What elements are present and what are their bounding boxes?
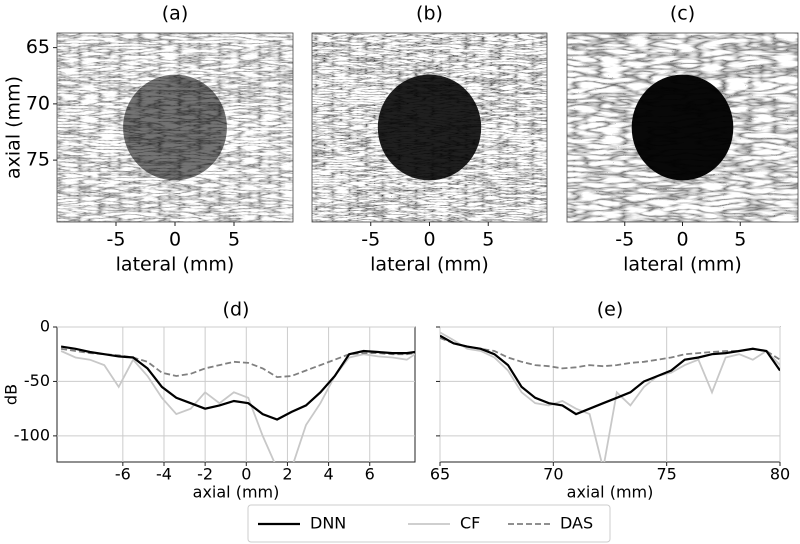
y-tick-label: 70 — [26, 92, 50, 114]
legend: DNN CF DAS — [247, 504, 611, 543]
x-tick-label: -5 — [615, 229, 634, 251]
legend-label: DNN — [310, 514, 346, 533]
ultrasound-image — [57, 33, 293, 222]
y-tick-label: -50 — [24, 371, 50, 390]
x-axis-label: lateral (mm) — [623, 254, 742, 276]
cyst — [631, 74, 734, 181]
x-tick-label: 5 — [228, 229, 240, 251]
lines — [440, 331, 780, 462]
panel: (c) -5 0 5 lateral (mm) — [566, 3, 799, 276]
x-tick-label: -5 — [361, 229, 380, 251]
x-tick-label: 0 — [241, 465, 251, 484]
x-tick-label: 80 — [770, 465, 790, 484]
y-tick-label: 65 — [26, 36, 50, 58]
panel-title: (e) — [597, 299, 624, 321]
x-tick-label: 5 — [734, 229, 746, 251]
data-line — [440, 331, 780, 462]
x-axis-label: lateral (mm) — [116, 254, 235, 276]
data-line — [60, 350, 415, 462]
cyst — [377, 74, 482, 181]
panel-title: (a) — [162, 3, 188, 25]
data-line — [440, 334, 780, 416]
data-line — [60, 345, 415, 421]
plot-area — [439, 326, 781, 463]
panel: (b) -5 0 5 lateral (mm) — [311, 3, 548, 276]
data-line — [440, 337, 780, 370]
y-tick-label: -100 — [14, 425, 50, 444]
x-tick-label: 4 — [323, 465, 333, 484]
x-tick-label: 75 — [656, 465, 676, 484]
x-tick-label: -5 — [107, 229, 126, 251]
legend-label: DAS — [560, 514, 593, 533]
x-tick-label: -2 — [197, 465, 213, 484]
panel-title: (d) — [223, 299, 250, 321]
legend-label: CF — [460, 514, 480, 533]
x-tick-label: 70 — [543, 465, 563, 484]
panel: (e) 65 70 75 80 axial (mm) — [430, 299, 790, 502]
panel: (d) -6 -4 -2 0 2 4 6 0 -50 -100 axial (mm) dB — [2, 299, 416, 502]
y-tick-label: 75 — [26, 149, 50, 171]
x-axis-label: axial (mm) — [193, 483, 280, 502]
x-tick-label: 5 — [482, 229, 494, 251]
x-tick-label: 0 — [423, 229, 435, 251]
y-axis-label: dB — [2, 384, 21, 405]
x-tick-label: 6 — [365, 465, 375, 484]
x-tick-label: -4 — [156, 465, 172, 484]
x-axis-label: axial (mm) — [567, 483, 654, 502]
ultrasound-image — [567, 33, 798, 222]
x-axis-label: lateral (mm) — [370, 254, 489, 276]
x-tick-label: 2 — [282, 465, 292, 484]
y-tick-label: 0 — [40, 317, 50, 336]
x-tick-label: -6 — [115, 465, 131, 484]
ultrasound-image — [312, 33, 547, 222]
cyst — [123, 74, 227, 181]
plot-area — [56, 326, 416, 463]
panel: (a) -5 0 5 65 70 75 lateral (mm) axial (mm) — [3, 3, 294, 276]
x-tick-label: 65 — [430, 465, 450, 484]
x-tick-label: 0 — [169, 229, 181, 251]
panel-title: (c) — [670, 3, 695, 25]
panel-title: (b) — [416, 3, 443, 25]
y-axis-label: axial (mm) — [3, 76, 25, 179]
x-tick-label: 0 — [676, 229, 688, 251]
lines — [60, 345, 415, 462]
